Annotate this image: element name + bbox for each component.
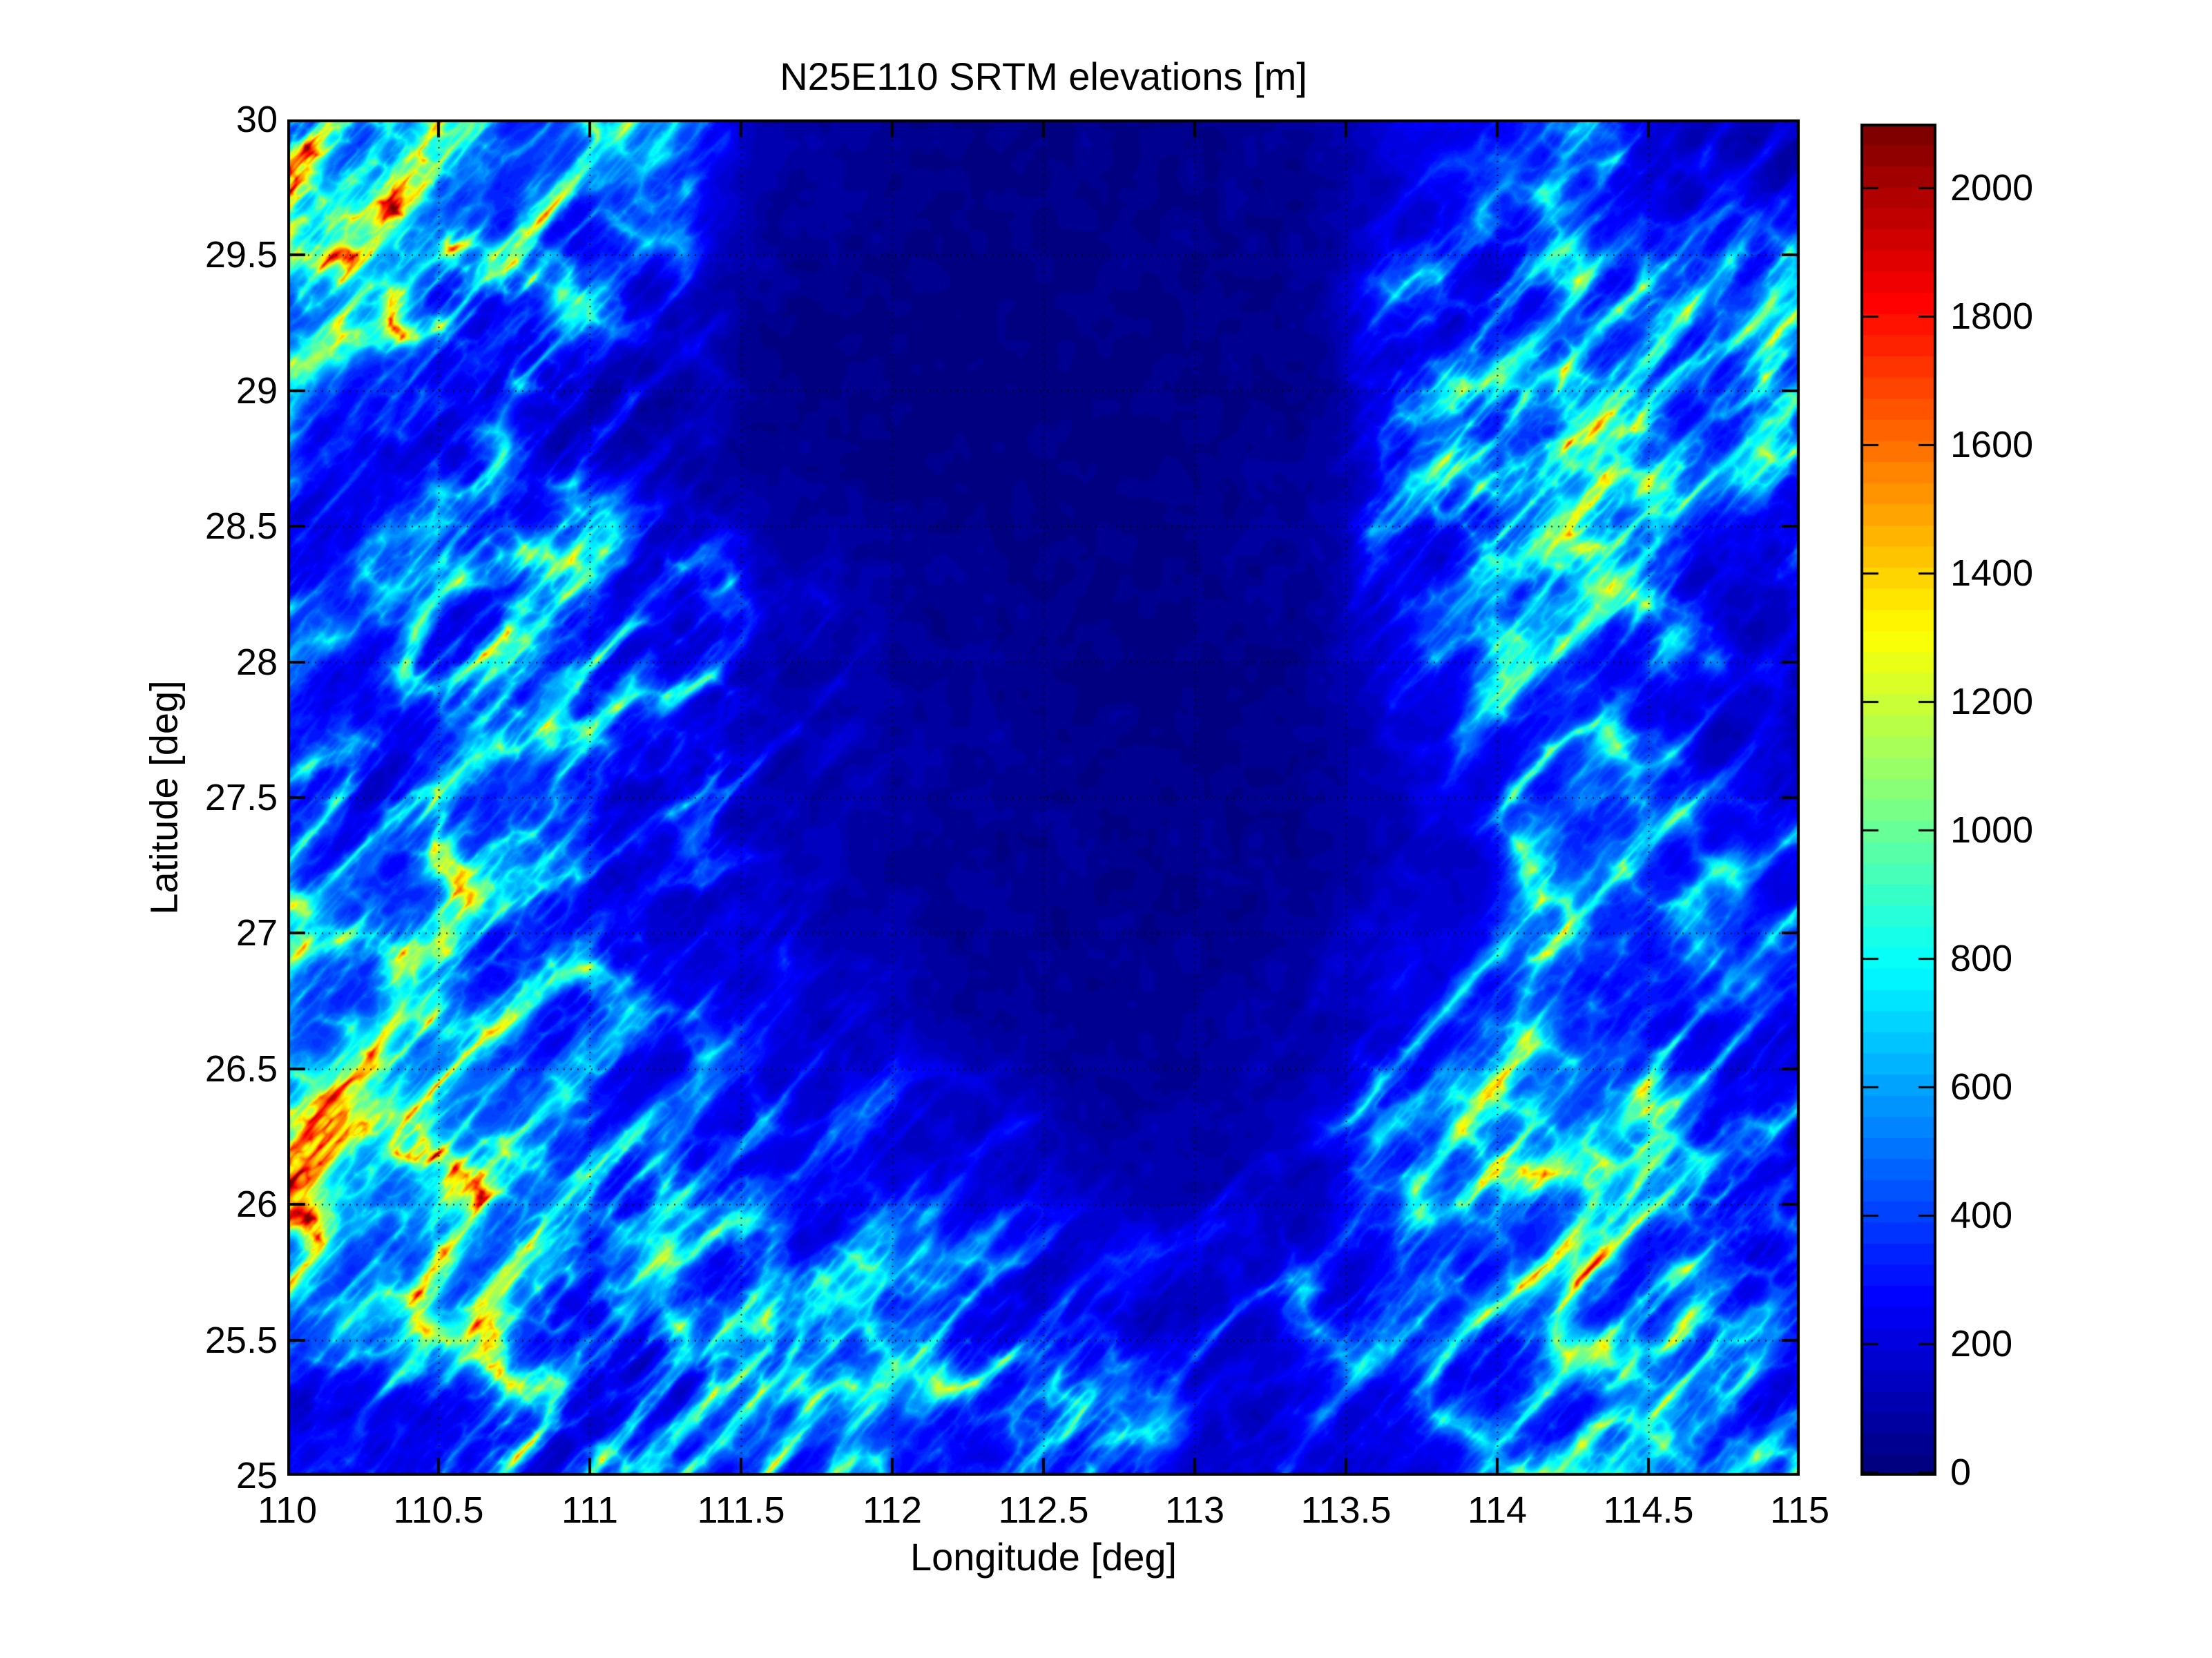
colorbar-tick-label: 1600: [1950, 424, 2034, 465]
x-tick-label: 114.5: [1603, 1490, 1694, 1531]
y-tick-label: 28.5: [204, 505, 278, 548]
colorbar-tick-label: 1000: [1950, 809, 2034, 851]
x-tick-label: 114: [1467, 1490, 1528, 1531]
colorbar-tick-label: 1200: [1950, 681, 2034, 722]
y-tick-label: 28: [235, 641, 278, 683]
y-axis-label: Latitude [deg]: [142, 680, 186, 915]
colorbar-tick-label: 600: [1950, 1066, 2013, 1108]
colorbar-tick-label: 1400: [1950, 552, 2034, 594]
colorbar-tick-label: 2000: [1950, 167, 2034, 209]
colorbar-tick-label: 400: [1950, 1195, 2013, 1236]
elevation-heatmap-canvas: [287, 119, 1800, 1476]
colorbar-tick-label: 1800: [1950, 296, 2034, 337]
y-tick-label: 25: [235, 1455, 278, 1496]
x-tick-label: 112.5: [998, 1490, 1089, 1531]
y-tick-label: 27: [235, 912, 278, 954]
y-tick-label: 29.5: [204, 234, 278, 276]
y-tick-label: 26: [235, 1184, 278, 1226]
y-tick-label: 30: [235, 99, 278, 140]
chart-title: N25E110 SRTM elevations [m]: [780, 55, 1307, 98]
y-tick-label: 27.5: [204, 777, 278, 818]
x-axis-label: Longitude [deg]: [910, 1535, 1177, 1579]
x-tick-label: 111.5: [697, 1490, 785, 1531]
y-tick-label: 26.5: [204, 1048, 278, 1090]
y-tick-label: 25.5: [204, 1319, 278, 1361]
y-tick-label: 29: [235, 369, 278, 412]
x-tick-label: 113.5: [1300, 1490, 1392, 1531]
x-tick-label: 110: [257, 1490, 318, 1531]
x-tick-label: 115: [1769, 1490, 1830, 1531]
colorbar-tick-label: 0: [1950, 1452, 1972, 1493]
colorbar-tick-label: 200: [1950, 1323, 2013, 1365]
colorbar-canvas: [1860, 124, 1936, 1476]
x-tick-label: 112: [862, 1490, 923, 1531]
x-tick-label: 110.5: [393, 1490, 484, 1531]
colorbar-tick-label: 800: [1950, 938, 2013, 979]
x-tick-label: 111: [561, 1490, 619, 1531]
x-tick-label: 113: [1164, 1490, 1225, 1531]
